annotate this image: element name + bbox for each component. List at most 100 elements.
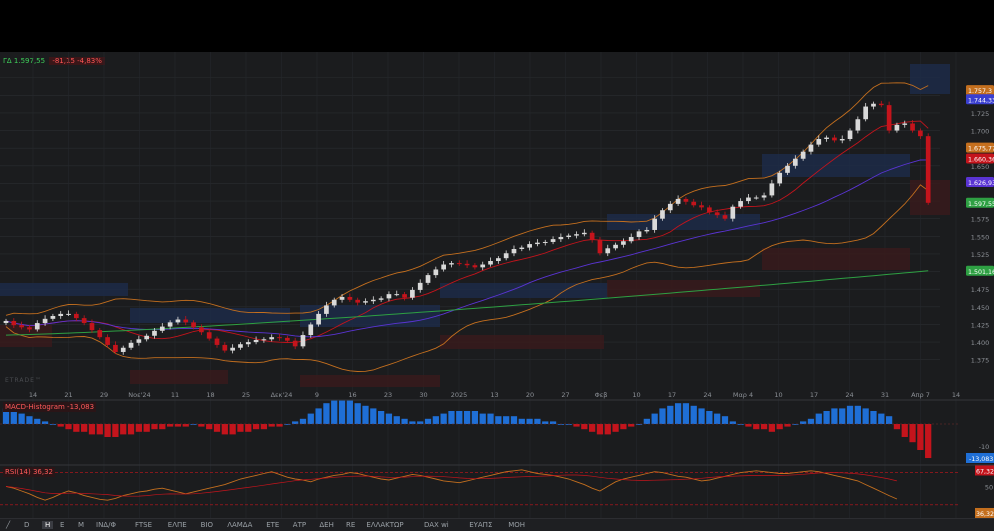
macd-bar — [73, 424, 80, 432]
candle-body — [527, 244, 532, 248]
candle-body — [42, 318, 48, 324]
macd-bar — [495, 416, 502, 424]
toolbar-item-ΕΤΕ[interactable]: ΕΤΕ — [266, 521, 280, 529]
macd-bar — [893, 424, 901, 430]
macd-tick-label: -10 — [979, 443, 990, 451]
price-label: 1.626,93 — [968, 180, 994, 187]
macd-bar — [292, 421, 299, 424]
price-label-box — [966, 177, 994, 188]
price-label-box — [966, 85, 994, 96]
candle-body — [245, 342, 251, 345]
candle-body — [769, 183, 775, 196]
x-tick-label: 17 — [668, 391, 676, 399]
candle-body — [34, 323, 40, 330]
macd-bar — [698, 408, 705, 424]
candle-body — [863, 106, 869, 120]
macd-bar — [18, 413, 25, 424]
candle-body — [832, 137, 837, 141]
candle-body — [253, 339, 259, 343]
candle-body — [175, 319, 181, 323]
toolbar-item-DAX wi[interactable]: DAX wi — [424, 521, 449, 529]
toolbar-item-╱[interactable]: ╱ — [6, 521, 11, 529]
rsi-value-label: 36,32 — [976, 511, 994, 518]
candle-body — [753, 197, 759, 199]
macd-bar — [307, 413, 314, 424]
macd-bar — [557, 424, 564, 425]
candle-body — [261, 339, 267, 341]
price-label-box — [966, 142, 994, 153]
macd-bar — [815, 413, 822, 424]
macd-bar — [370, 408, 377, 424]
price-label-box — [966, 197, 994, 208]
toolbar-item-ΕΛΛΑΚΤΩΡ[interactable]: ΕΛΛΑΚΤΩΡ — [366, 521, 404, 529]
toolbar-item-RE[interactable]: RE — [346, 521, 356, 529]
candle-body — [339, 296, 345, 300]
candle-body — [707, 207, 712, 213]
candle-body — [378, 298, 384, 300]
macd-bar — [401, 418, 408, 424]
toolbar-item-M[interactable]: M — [78, 521, 85, 529]
toolbar-item-ΕΛΠΕ[interactable]: ΕΛΠΕ — [167, 521, 187, 529]
macd-bar — [729, 421, 736, 424]
candle-body — [113, 344, 118, 352]
price-label: 1.675,77 — [968, 146, 994, 153]
price-label: 1.744,33 — [968, 97, 994, 104]
candle-body — [910, 123, 915, 131]
macd-bar — [581, 424, 588, 430]
macd-bar — [620, 424, 627, 430]
toolbar-item-E[interactable]: E — [60, 521, 65, 529]
candle-body — [308, 324, 314, 336]
candle-body — [19, 325, 24, 328]
candle-body — [589, 232, 595, 240]
macd-bar — [792, 424, 799, 425]
candle-body — [449, 263, 454, 265]
candle-body — [550, 239, 556, 242]
toolbar-item-ΑΤΡ[interactable]: ΑΤΡ — [292, 521, 307, 529]
x-tick-label: 2025 — [451, 391, 468, 399]
candle-body — [918, 130, 923, 137]
candle-body — [292, 340, 298, 347]
x-tick-label: 10 — [632, 391, 640, 399]
candle-body — [324, 305, 329, 314]
candle-body — [542, 241, 548, 243]
macd-bar — [346, 400, 353, 424]
candle-body — [535, 242, 540, 245]
macd-bar — [190, 424, 197, 425]
toolbar-item-ΒΙΟ[interactable]: ΒΙΟ — [200, 521, 213, 529]
toolbar-item-D[interactable]: D — [24, 521, 30, 529]
toolbar-item-ΜΟΗ[interactable]: ΜΟΗ — [508, 521, 526, 529]
candle-body — [464, 263, 470, 266]
candle-body — [214, 338, 220, 345]
toolbar-item-ΕΥΑΠΣ[interactable]: ΕΥΑΠΣ — [469, 521, 493, 529]
toolbar-item-ΔΕΗ[interactable]: ΔΕΗ — [319, 521, 334, 529]
macd-bar — [925, 424, 932, 459]
toolbar-item-ΙΝΔ/Φ[interactable]: ΙΝΔ/Φ — [96, 521, 116, 529]
toolbar-item-FTSE[interactable]: FTSE — [135, 521, 153, 529]
candle-body — [11, 320, 17, 326]
macd-bar — [252, 424, 260, 430]
candle-body — [691, 201, 697, 206]
candle-body — [628, 237, 634, 242]
toolbar-item-ΛΑΜΔΑ[interactable]: ΛΑΜΔΑ — [227, 521, 253, 529]
macd-bar — [393, 416, 400, 424]
macd-bar — [299, 418, 307, 424]
candle-body — [58, 313, 64, 317]
macd-bar — [213, 424, 221, 432]
candle-body — [761, 195, 767, 198]
x-tick-label: 17 — [810, 391, 818, 399]
macd-bar — [510, 416, 518, 424]
candle-body — [792, 158, 798, 166]
candle-body — [714, 212, 720, 216]
macd-bar — [503, 416, 510, 424]
toolbar-item-H[interactable]: H — [42, 521, 54, 529]
candle-body — [824, 137, 829, 139]
macd-bar — [753, 424, 760, 430]
macd-value-label: -13,083 — [969, 456, 993, 463]
candle-body — [402, 294, 407, 298]
macd-bar — [573, 424, 580, 427]
candle-body — [425, 275, 431, 283]
zone-band — [607, 214, 760, 230]
candle-body — [50, 316, 56, 319]
macd-bar — [331, 400, 338, 424]
